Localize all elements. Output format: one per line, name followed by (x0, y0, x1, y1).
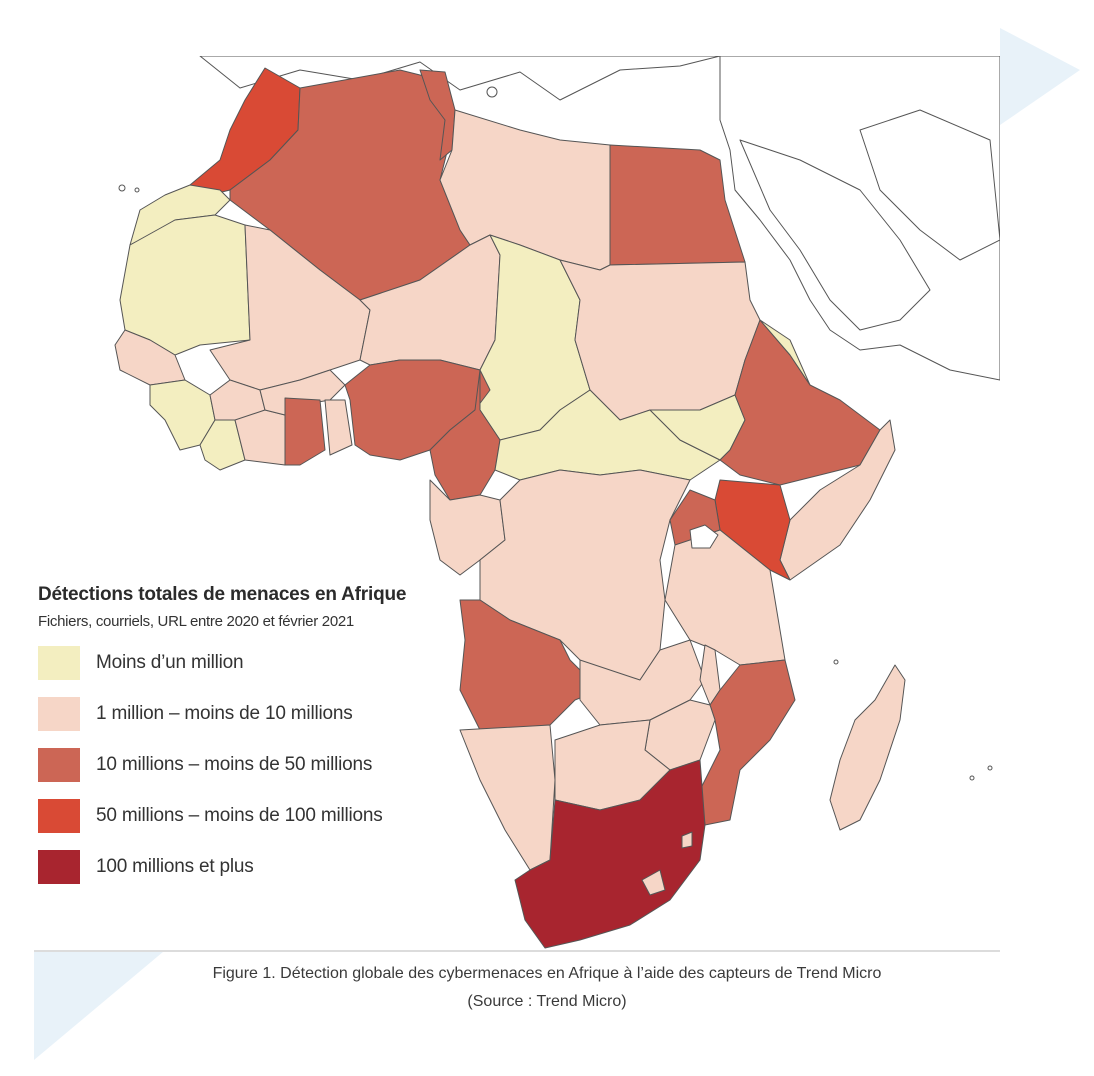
legend-label: Moins d’un million (96, 652, 244, 673)
legend-label: 10 millions – moins de 50 millions (96, 754, 373, 775)
region-tunisia (419, 69, 456, 161)
arabia-outline (739, 139, 931, 331)
legend-item: 100 millions et plus (38, 850, 508, 884)
region-eswatini (681, 831, 693, 849)
region-mauritania (119, 214, 251, 356)
region-madagascar (829, 664, 906, 831)
map-frame: Détections totales de menaces en Afrique… (34, 56, 1000, 952)
region-south-africa (514, 759, 706, 949)
map-legend: Détections totales de menaces en Afrique… (38, 584, 508, 901)
caption-line-2: (Source : Trend Micro) (467, 993, 627, 1010)
island-dot (969, 775, 975, 781)
island-dot (486, 86, 498, 98)
legend-label: 50 millions – moins de 100 millions (96, 805, 383, 826)
europe-outline (199, 56, 721, 101)
legend-label: 1 million – moins de 10 millions (96, 703, 353, 724)
top-right-triangle (1000, 28, 1080, 125)
africa-map (114, 56, 1000, 949)
legend-swatch (38, 799, 80, 833)
region-egypt (609, 144, 746, 266)
region-togo-benin (324, 399, 353, 456)
island-dot (987, 765, 993, 771)
region-ghana (284, 397, 326, 466)
island-dot (118, 184, 126, 192)
legend-title: Détections totales de menaces en Afrique (38, 584, 407, 605)
island-dot (134, 187, 140, 193)
legend-label: 100 millions et plus (96, 856, 254, 877)
legend-swatch (38, 850, 80, 884)
legend-item: Moins d’un million (38, 646, 508, 680)
legend-item: 10 millions – moins de 50 millions (38, 748, 508, 782)
iran-outline (859, 109, 1000, 261)
legend-item: 1 million – moins de 10 millions (38, 697, 508, 731)
legend-item: 50 millions – moins de 100 millions (38, 799, 508, 833)
region-eritrea (759, 319, 811, 386)
legend-swatch (38, 748, 80, 782)
caption-line-1: Figure 1. Détection globale des cybermen… (212, 965, 882, 982)
figure-caption: Figure 1. Détection globale des cybermen… (0, 960, 1094, 1016)
region-lesotho (641, 869, 666, 896)
region-zambia (579, 639, 706, 726)
island-dot (833, 659, 839, 665)
legend-subtitle: Fichiers, courriels, URL entre 2020 et f… (38, 613, 354, 630)
lake-victoria (689, 524, 719, 549)
legend-swatch (38, 646, 80, 680)
legend-swatch (38, 697, 80, 731)
